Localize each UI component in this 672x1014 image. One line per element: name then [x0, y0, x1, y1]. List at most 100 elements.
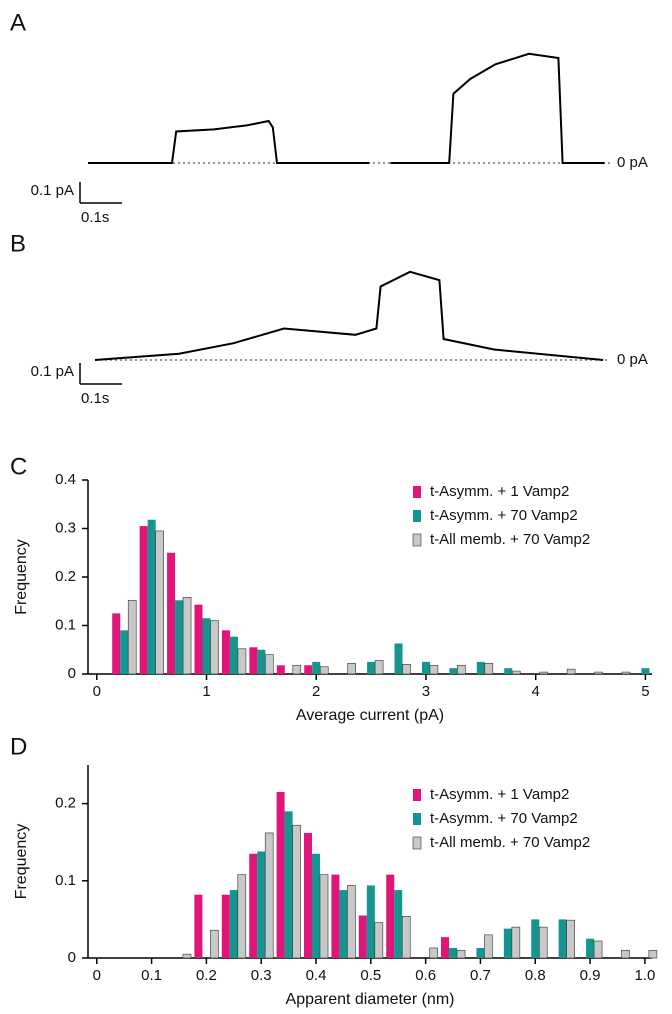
- legend-text: t-Asymm. + 1 Vamp2: [430, 786, 569, 803]
- bar: [210, 929, 219, 959]
- y-axis-label: Frequency: [13, 539, 30, 615]
- panel-label: D: [10, 733, 27, 760]
- y-tick-label: 0: [68, 949, 76, 966]
- x-tick-label: 0.5: [360, 967, 381, 984]
- panel-label: C: [10, 453, 27, 480]
- x-axis-label: Apparent diameter (nm): [286, 991, 455, 1008]
- bar: [292, 824, 301, 959]
- bar: [221, 894, 230, 958]
- y-tick-label: 0: [68, 665, 76, 682]
- x-tick-label: 0.3: [251, 967, 272, 984]
- bar: [331, 874, 340, 958]
- bar: [276, 792, 285, 958]
- bar: [441, 937, 450, 958]
- bar: [456, 949, 466, 959]
- legend-swatch: [413, 789, 421, 801]
- x-tick-label: 1: [202, 683, 210, 700]
- bar: [429, 947, 438, 959]
- y-tick-label: 0.4: [55, 471, 76, 488]
- x-axis-label: Average current (pA): [296, 707, 444, 724]
- bar: [593, 940, 603, 959]
- bar: [538, 926, 548, 959]
- legend-swatch: [413, 813, 421, 825]
- bar: [229, 890, 238, 958]
- bar: [402, 663, 411, 675]
- y-tick-label: 0.2: [55, 568, 76, 585]
- bar: [120, 630, 129, 674]
- bar: [249, 647, 258, 674]
- bar: [484, 663, 494, 675]
- bar: [641, 668, 650, 674]
- x-tick-label: 2: [312, 683, 320, 700]
- bar: [476, 947, 485, 958]
- bar: [139, 526, 148, 674]
- bar: [511, 670, 521, 675]
- bar: [394, 643, 403, 674]
- x-tick-label: 0: [93, 967, 101, 984]
- bar: [367, 661, 376, 674]
- baseline-label: 0 pA: [617, 351, 648, 368]
- bar: [531, 919, 540, 958]
- bar: [210, 620, 219, 675]
- bar: [292, 664, 302, 675]
- bar: [312, 853, 321, 958]
- x-tick-label: 0: [93, 683, 101, 700]
- x-tick-label: 0.4: [306, 967, 327, 984]
- bar: [358, 915, 367, 958]
- bar: [249, 853, 258, 958]
- legend-swatch: [412, 836, 422, 850]
- bar: [566, 919, 575, 959]
- bar: [347, 663, 356, 675]
- x-tick-label: 4: [532, 683, 540, 700]
- bar: [229, 636, 238, 674]
- bar: [304, 832, 313, 958]
- x-tick-label: 0.2: [196, 967, 217, 984]
- legend-text: t-Asymm. + 70 Vamp2: [430, 810, 578, 827]
- scale-bar-y-label: 0.1 pA: [31, 363, 74, 380]
- bar: [511, 926, 521, 959]
- bar: [648, 949, 658, 959]
- bar: [457, 664, 466, 675]
- bar: [566, 668, 576, 675]
- bar: [339, 890, 348, 958]
- baseline-label: 0 pA: [617, 154, 648, 171]
- x-tick-label: 3: [422, 683, 430, 700]
- bar: [304, 665, 313, 674]
- bar: [429, 664, 439, 675]
- y-tick-label: 0.1: [55, 872, 76, 889]
- panel-label: B: [10, 230, 26, 257]
- bar: [386, 874, 395, 958]
- bar: [394, 890, 403, 958]
- bar: [237, 874, 247, 959]
- bar: [194, 894, 203, 958]
- bar: [312, 661, 321, 674]
- legend-text: t-Asymm. + 1 Vamp2: [430, 483, 569, 500]
- legend-text: t-All memb. + 70 Vamp2: [430, 834, 590, 851]
- bar: [421, 661, 430, 674]
- legend-text: t-All memb. + 70 Vamp2: [430, 531, 590, 548]
- bar: [539, 671, 548, 675]
- bar: [621, 949, 630, 959]
- bar: [319, 874, 329, 959]
- bar: [374, 660, 384, 675]
- bar: [347, 885, 356, 959]
- x-tick-label: 0.7: [470, 967, 491, 984]
- legend-swatch: [412, 533, 422, 547]
- bar: [586, 938, 595, 958]
- bar: [182, 953, 192, 959]
- x-tick-label: 5: [641, 683, 649, 700]
- x-tick-label: 1.0: [634, 967, 655, 984]
- bar: [257, 649, 266, 674]
- bar: [449, 668, 458, 674]
- bar: [449, 947, 458, 958]
- bar: [504, 668, 513, 674]
- scale-bar-x-label: 0.1s: [81, 209, 109, 226]
- bar: [621, 671, 631, 675]
- x-tick-label: 0.9: [580, 967, 601, 984]
- bar: [257, 851, 266, 958]
- bar: [476, 661, 485, 674]
- bar: [284, 811, 293, 958]
- y-axis-label: Frequency: [13, 824, 30, 900]
- panel-label: A: [10, 9, 26, 36]
